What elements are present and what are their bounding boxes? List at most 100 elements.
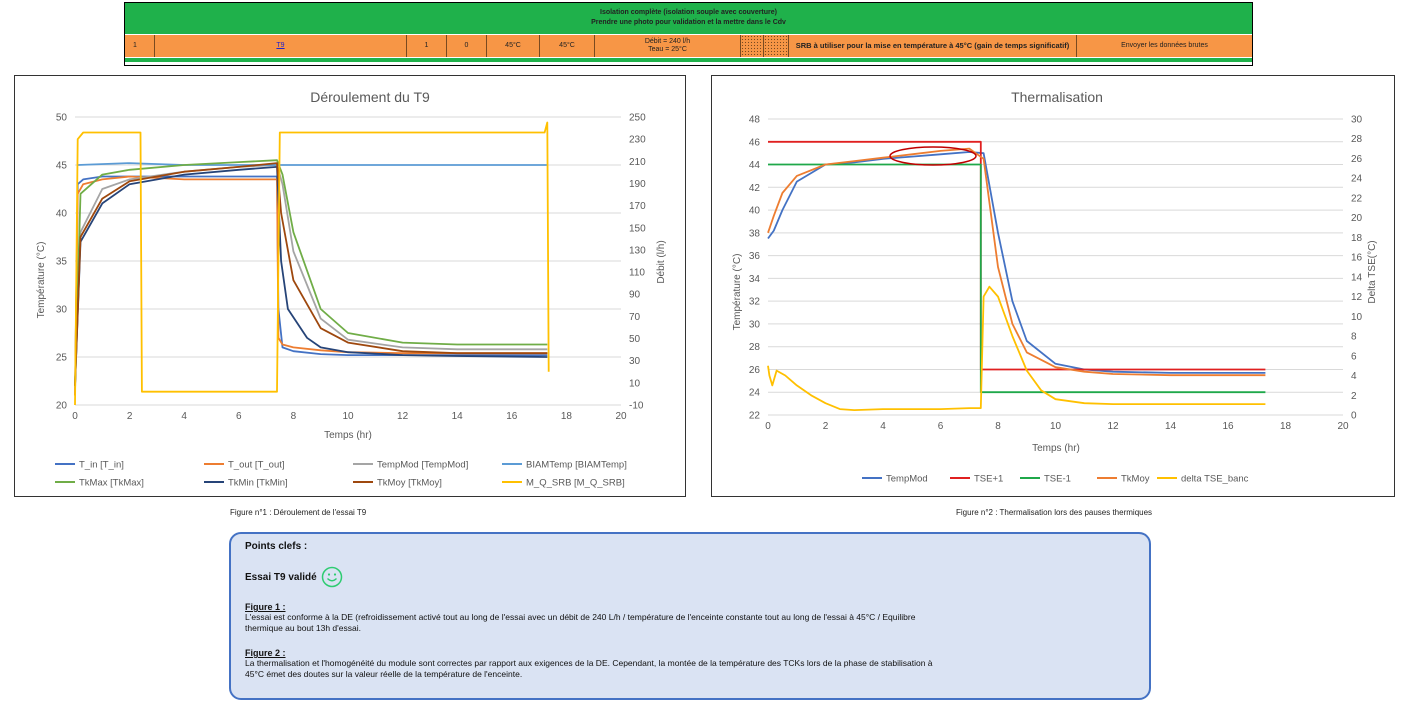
x-axis-label: Temps (hr) (324, 430, 372, 441)
cell-srb-note: SRB à utiliser pour la mise en températu… (789, 35, 1077, 57)
y2-tick-label: 150 (629, 223, 646, 234)
x-tick-label: 6 (938, 421, 944, 432)
y2-tick-label: 0 (1351, 411, 1357, 422)
y2-tick-label: 12 (1351, 292, 1363, 303)
y2-tick-label: 170 (629, 201, 646, 212)
cell-hatched-2 (764, 35, 789, 57)
x-tick-label: 14 (1165, 421, 1177, 432)
y-tick-label: 35 (56, 257, 68, 268)
y-tick-label: 50 (56, 113, 68, 124)
series-line-tempmod (767, 151, 1266, 374)
y2-tick-label: 24 (1351, 174, 1363, 185)
series-line-tse-1 (768, 163, 1266, 394)
figure-2-heading: Figure 2 : (245, 648, 286, 658)
y2-tick-label: 190 (629, 179, 646, 190)
y-axis-label: Température (°C) (732, 254, 743, 331)
y2-tick-label: 210 (629, 157, 646, 168)
x-tick-label: 0 (765, 421, 771, 432)
y-tick-label: 45 (56, 161, 68, 172)
validation-line: Essai T9 validé (245, 566, 1135, 588)
legend-label: TSE+1 (974, 474, 1003, 485)
cell-hatched-1 (741, 35, 764, 57)
x-tick-label: 2 (127, 411, 133, 422)
y-tick-label: 28 (749, 342, 761, 353)
y2-tick-label: 230 (629, 135, 646, 146)
key-points-title: Points clefs : (245, 541, 308, 552)
header-line-2: Prendre une photo pour validation et la … (591, 19, 786, 26)
y2-tick-label: 90 (629, 290, 641, 301)
legend-label: TkMoy [TkMoy] (377, 478, 442, 489)
y2-tick-label: -10 (629, 401, 644, 412)
y2-tick-label: 4 (1351, 371, 1357, 382)
chart-title: Thermalisation (1011, 89, 1103, 105)
cell-temp-2: 45°C (540, 35, 595, 57)
y2-tick-label: 14 (1351, 272, 1363, 283)
chart-thermalisation-svg: Thermalisation Température (°C) Delta TS… (732, 89, 1378, 485)
x-tick-label: 18 (561, 411, 573, 422)
y-tick-label: 25 (56, 353, 68, 364)
x-axis-label: Temps (hr) (1032, 443, 1080, 454)
series-line-m-q-srb (74, 121, 550, 406)
cell-index: 1 (125, 35, 155, 57)
y2-tick-label: 26 (1351, 154, 1363, 165)
chart-title: Déroulement du T9 (310, 89, 430, 105)
legend-label: TempMod (886, 474, 928, 485)
y2-tick-label: 16 (1351, 253, 1363, 264)
y-tick-label: 48 (749, 115, 761, 126)
y-axis-label: Température (°C) (36, 242, 47, 319)
y-tick-label: 32 (749, 297, 761, 308)
y-tick-label: 30 (56, 305, 68, 316)
x-tick-label: 16 (1222, 421, 1234, 432)
x-tick-label: 20 (615, 411, 627, 422)
legend-label: TkMin [TkMin] (228, 478, 288, 489)
y-tick-label: 22 (749, 411, 761, 422)
y2-tick-label: 110 (629, 268, 645, 279)
y2-tick-label: 50 (629, 334, 641, 345)
y-tick-label: 30 (749, 319, 761, 330)
y2-tick-label: 28 (1351, 134, 1363, 145)
y2-tick-label: 22 (1351, 193, 1363, 204)
y2-tick-label: 10 (629, 378, 641, 389)
x-tick-label: 0 (72, 411, 78, 422)
x-tick-label: 4 (181, 411, 187, 422)
figure-2-text-2: 45°C émet des doutes sur la valeur réell… (245, 669, 523, 679)
cell-send-data: Envoyer les données brutes (1121, 42, 1208, 49)
y2-tick-label: 6 (1351, 351, 1357, 362)
table-header-band: Isolation complète (isolation souple ave… (125, 3, 1252, 34)
series-line-biamtemp (77, 162, 548, 166)
y2-tick-label: 130 (629, 245, 646, 256)
test-summary-table: Isolation complète (isolation souple ave… (124, 2, 1253, 66)
x-tick-label: 10 (342, 411, 354, 422)
cell-test-link[interactable]: T9 (155, 35, 407, 57)
y-tick-label: 34 (749, 274, 761, 285)
chart-deroulement-svg: Déroulement du T9 Température (°C) Débit… (36, 89, 667, 489)
y-tick-label: 42 (749, 183, 761, 194)
table-footer-band (125, 58, 1252, 62)
x-tick-label: 20 (1337, 421, 1349, 432)
x-tick-label: 12 (1107, 421, 1119, 432)
table-row: 1 T9 1 0 45°C 45°C Débit = 240 l/h Teau … (125, 35, 1252, 57)
legend-label: BIAMTemp [BIAMTemp] (526, 460, 627, 471)
smiley-icon (321, 566, 342, 588)
x-tick-label: 10 (1050, 421, 1062, 432)
y2-tick-label: 30 (1351, 115, 1363, 126)
series-line-tkmoy (767, 147, 1266, 377)
x-tick-label: 6 (236, 411, 242, 422)
series-line-delta (767, 285, 1266, 412)
chart-thermalisation: Thermalisation Température (°C) Delta TS… (711, 75, 1395, 497)
legend-label: TempMod [TempMod] (377, 460, 468, 471)
series-line-t-out (74, 175, 548, 396)
figure-1-text-2: thermique au bout 13h d'essai. (245, 623, 361, 633)
x-tick-label: 18 (1280, 421, 1292, 432)
legend-label: T_in [T_in] (79, 460, 124, 471)
y2-tick-label: 8 (1351, 332, 1357, 343)
series-line-tkmin (74, 166, 548, 386)
y-tick-label: 38 (749, 228, 761, 239)
y2-axis-label: Delta TSE(°C) (1367, 240, 1378, 303)
legend-label: delta TSE_banc (1181, 474, 1249, 485)
y-tick-label: 26 (749, 365, 761, 376)
y-tick-label: 40 (56, 209, 68, 220)
cell-temp-1: 45°C (487, 35, 540, 57)
chart-deroulement: Déroulement du T9 Température (°C) Débit… (14, 75, 686, 497)
legend-label: T_out [T_out] (228, 460, 285, 471)
